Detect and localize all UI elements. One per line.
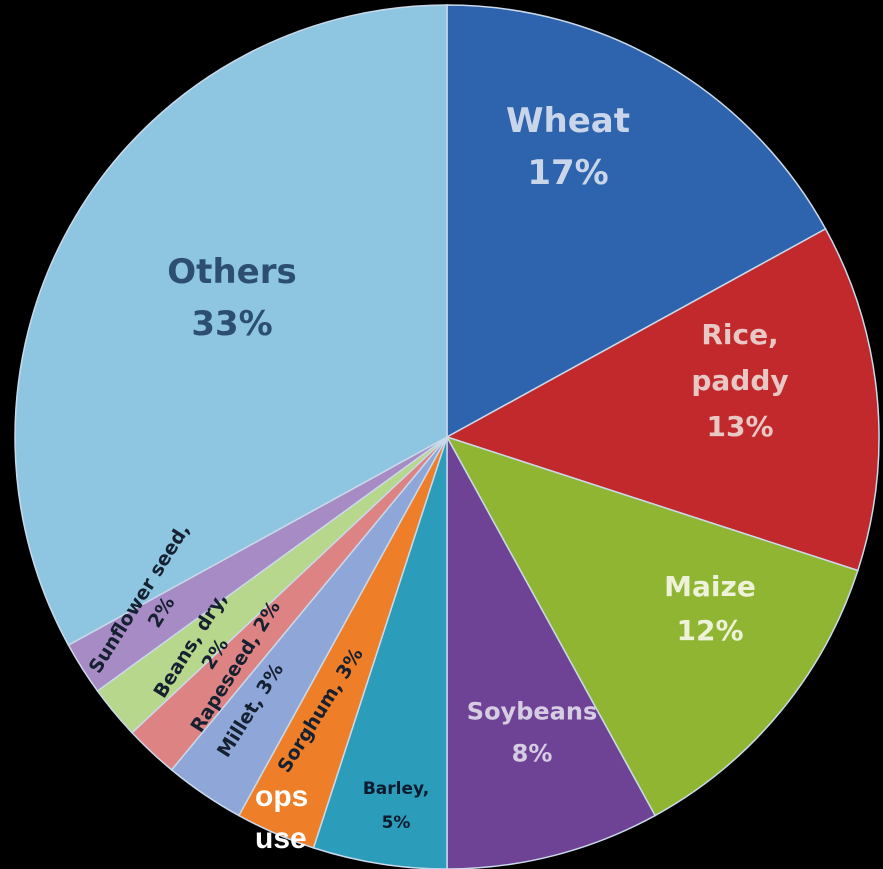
slice-label-line: Barley, bbox=[363, 779, 429, 799]
slice-label-line: 33% bbox=[191, 304, 272, 344]
slice-label-line: Rice, bbox=[701, 318, 778, 351]
slice-label-line: 5% bbox=[382, 813, 411, 833]
slice-others bbox=[14, 4, 448, 647]
slice-rice-paddy bbox=[445, 227, 880, 572]
slice-label-line: paddy bbox=[691, 364, 788, 397]
slice-label-line: Maize bbox=[664, 570, 756, 603]
caption-line-2: use bbox=[255, 822, 307, 855]
slice-label-line: Others bbox=[167, 252, 296, 292]
slice-label-maize: Maize 12% bbox=[664, 570, 756, 647]
slice-label-rice-paddy: Rice, paddy 13% bbox=[691, 318, 788, 443]
slice-label-others: Others 33% bbox=[167, 252, 296, 344]
slice-label-line: Soybeans bbox=[467, 697, 597, 725]
caption-line-1: ops bbox=[255, 780, 309, 813]
slice-label-line: Wheat bbox=[506, 101, 630, 141]
slice-label-soybeans: Soybeans 8% bbox=[467, 697, 597, 767]
cropped-caption: ops use bbox=[255, 776, 308, 860]
slice-label-wheat: Wheat 17% bbox=[506, 101, 630, 193]
slice-label-line: 13% bbox=[706, 410, 773, 443]
slice-label-line: 8% bbox=[512, 739, 553, 767]
slice-maize bbox=[445, 435, 859, 817]
slice-label-line: 17% bbox=[527, 153, 608, 193]
slice-label-line: 12% bbox=[676, 614, 743, 647]
slice-wheat bbox=[446, 4, 827, 439]
slice-label-barley: Barley, 5% bbox=[363, 779, 429, 833]
